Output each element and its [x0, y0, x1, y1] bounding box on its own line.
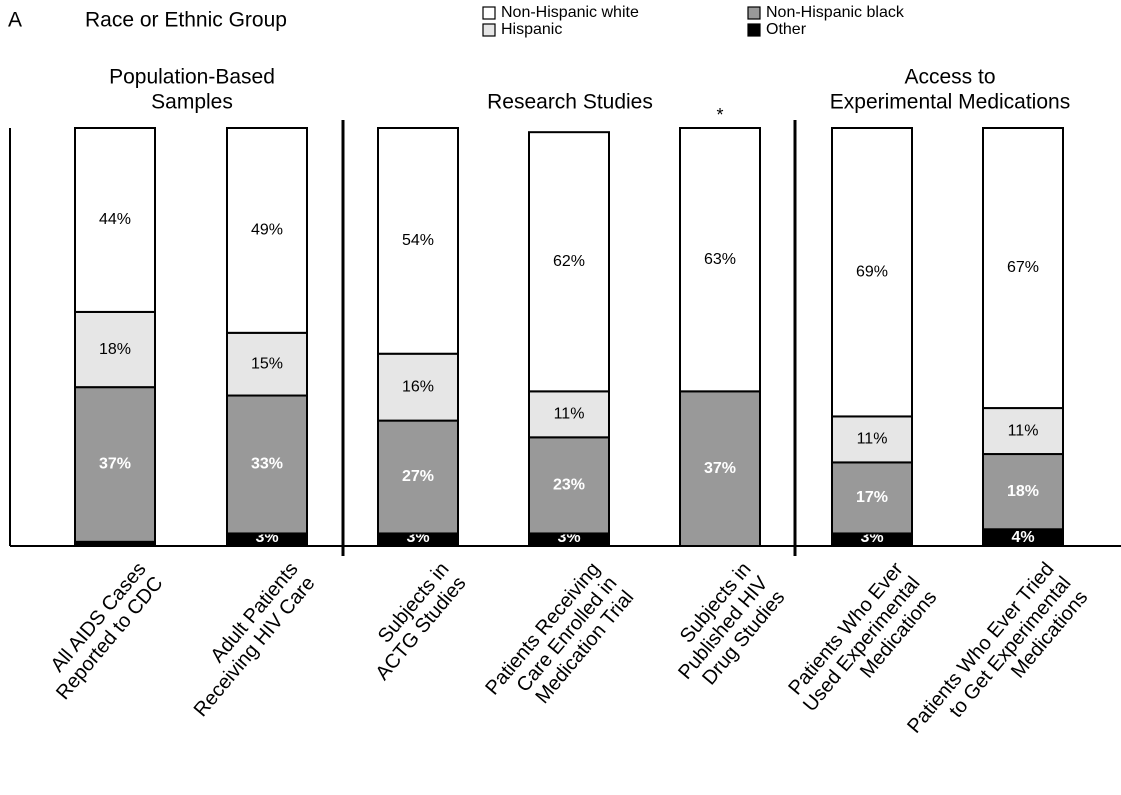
panel-label: A [8, 9, 22, 32]
x-tick-label: All AIDS CasesReported to CDC [35, 558, 167, 704]
group-label: Experimental Medications [830, 91, 1070, 114]
legend-swatch [482, 23, 496, 37]
value-label: 15% [251, 355, 283, 372]
bar-segment [679, 390, 761, 547]
bar-segment [528, 436, 610, 535]
legend-label: Hispanic [501, 21, 562, 38]
legend-label: Other [766, 21, 807, 38]
annotation: * [716, 105, 723, 125]
bar-segment [831, 461, 913, 535]
x-tick-label: Subjects inPublished HIVDrug Studies [658, 558, 790, 698]
legend-label: Non-Hispanic black [766, 4, 905, 21]
value-label: 11% [1008, 422, 1039, 439]
value-label: 69% [856, 263, 888, 280]
x-tick-label-group: Patients ReceivingCare Enrolled inMedica… [482, 558, 639, 727]
legend-swatch [747, 23, 761, 37]
x-tick-label: Subjects inACTG Studies [355, 558, 471, 684]
chart-title: Race or Ethnic Group [85, 9, 287, 32]
bar-segment [226, 394, 308, 535]
value-label: 63% [704, 251, 736, 268]
bar-segment [226, 331, 308, 397]
bar-segment [377, 419, 459, 535]
bar-segment [377, 127, 459, 355]
value-label: 49% [251, 222, 283, 239]
x-tick-label-group: Patients Who Ever Triedto Get Experiment… [903, 558, 1092, 766]
x-tick-label-group: All AIDS CasesReported to CDC [35, 558, 168, 704]
value-label: 23% [553, 477, 585, 494]
x-tick-label-group: Adult PatientsReceiving HIV Care [173, 558, 320, 721]
value-label: 4% [1011, 529, 1034, 546]
legend-swatch [482, 6, 496, 20]
bar-segment [831, 127, 913, 418]
bar-segment [377, 352, 459, 422]
legend-swatch [747, 6, 761, 20]
value-label: 11% [554, 406, 585, 423]
bar-segment [679, 127, 761, 393]
bar-segment [982, 407, 1064, 456]
x-tick-label: Patients Who EverUsed ExperimentalMedica… [782, 558, 941, 730]
value-label: 44% [99, 211, 131, 228]
group-label: Research Studies [487, 91, 653, 114]
value-label: 11% [857, 431, 888, 448]
value-label: 18% [99, 341, 131, 358]
bar-segment [528, 131, 610, 393]
value-label: 18% [1007, 483, 1039, 500]
x-tick-label-group: Patients Who EverUsed ExperimentalMedica… [782, 558, 942, 730]
x-tick-label: Patients ReceivingCare Enrolled inMedica… [482, 558, 639, 727]
value-label: 33% [251, 456, 283, 473]
bar-segment [831, 415, 913, 464]
group-label: Samples [151, 91, 233, 114]
x-tick-label-group: Subjects inACTG Studies [355, 558, 471, 684]
group-label: Population-Based [109, 66, 275, 89]
bar-segment [982, 453, 1064, 531]
value-label: 37% [99, 456, 131, 473]
x-tick-label: Adult PatientsReceiving HIV Care [173, 558, 320, 721]
group-label: Access to [904, 66, 995, 89]
value-label: 17% [856, 489, 888, 506]
value-label: 16% [402, 378, 434, 395]
legend-label: Non-Hispanic white [501, 4, 639, 21]
value-label: 54% [402, 232, 434, 249]
bar-segment [982, 127, 1064, 410]
value-label: 67% [1007, 259, 1039, 276]
x-tick-label: Patients Who Ever Triedto Get Experiment… [903, 558, 1092, 766]
x-tick-label-group: Subjects inPublished HIVDrug Studies [658, 558, 790, 698]
value-label: 62% [553, 253, 585, 270]
value-label: 37% [704, 460, 736, 477]
bar-segment [74, 127, 156, 313]
value-label: 27% [402, 468, 434, 485]
bar-segment [528, 390, 610, 439]
bar-segment [74, 310, 156, 389]
bar-segment [226, 127, 308, 334]
